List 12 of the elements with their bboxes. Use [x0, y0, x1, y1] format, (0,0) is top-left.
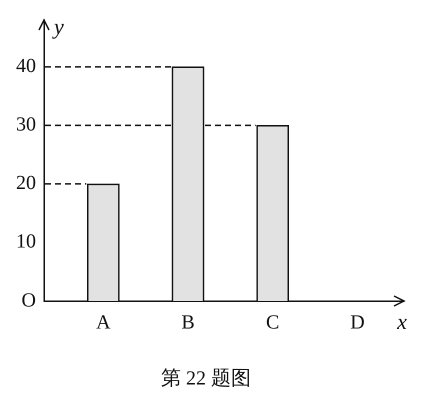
x-tick-label: C [266, 311, 280, 334]
x-tick-label: B [181, 311, 195, 334]
y-tick-label: 20 [16, 172, 36, 194]
y-tick-label: O [22, 289, 36, 312]
y-tick-label: 40 [16, 55, 36, 78]
x-tick-label: D [350, 311, 365, 334]
y-tick-label: 10 [16, 230, 36, 253]
x-tick-label: A [96, 311, 112, 334]
y-axis-title: y [52, 14, 64, 39]
y-tick-label: 30 [16, 114, 36, 136]
text: 第 22 题图 [161, 367, 251, 390]
x-axis-title: x [396, 308, 408, 334]
